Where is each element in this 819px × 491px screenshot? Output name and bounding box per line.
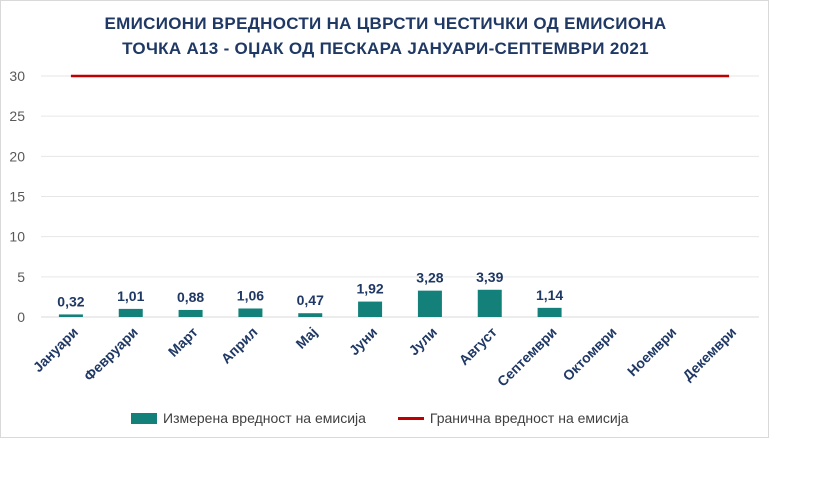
y-tick-label: 25: [9, 108, 25, 124]
y-tick-label: 20: [9, 148, 25, 164]
x-tick-label: Декември: [679, 324, 739, 384]
data-label: 1,01: [117, 288, 144, 304]
x-tick-label: Март: [165, 324, 201, 360]
legend: Измерена вредност на емисија Гранична вр…: [131, 410, 661, 426]
x-tick-label: Септември: [494, 324, 560, 390]
x-tick-label: Октомври: [559, 324, 619, 384]
bar: [537, 307, 562, 317]
x-tick-label: Јануари: [30, 324, 81, 375]
legend-label-measured: Измерена вредност на емисија: [163, 410, 366, 426]
x-axis: Јануари Февруари Март Април Мај Јуни Јули Авгус…: [30, 324, 739, 390]
legend-item-limit: Гранична вредност на емисија: [397, 410, 629, 426]
data-label: 3,39: [476, 269, 503, 285]
chart-title-line-1: ЕМИСИОНИ ВРЕДНОСТИ НА ЦВРСТИ ЧЕСТИЧКИ ОД…: [104, 14, 667, 33]
bar: [477, 289, 502, 317]
chart-title: ЕМИСИОНИ ВРЕДНОСТИ НА ЦВРСТИ ЧЕСТИЧКИ ОД…: [1, 11, 770, 61]
bar: [238, 308, 263, 317]
y-tick-label: 15: [9, 189, 25, 205]
x-tick-label: Јуни: [346, 324, 380, 358]
x-tick-label: Мај: [292, 324, 320, 352]
data-labels: 0,32 1,01 0,88 1,06 0,47 1,92 3,28 3,39 1,14: [57, 269, 563, 310]
bar: [417, 290, 442, 317]
y-tick-label: 30: [9, 68, 25, 84]
legend-swatch-bar: [131, 412, 157, 424]
plot-area: 0 5 10 15 20 25 30 0,32 1,01 0,88 1,06 0,47 1,92 3,2…: [9, 68, 759, 390]
data-label: 0,47: [297, 292, 324, 308]
bar: [178, 309, 203, 317]
gridlines: [41, 75, 759, 318]
chart-title-line-2: ТОЧКА А13 - ОЏАК ОД ПЕСКАРА ЈАНУАРИ-СЕПТ…: [122, 39, 649, 58]
x-tick-label: Јули: [405, 324, 440, 359]
legend-label-limit: Гранична вредност на емисија: [429, 410, 629, 426]
y-tick-label: 5: [17, 269, 25, 285]
legend-swatch-line: [397, 416, 424, 420]
bar: [58, 314, 83, 317]
chart-area: ЕМИСИОНИ ВРЕДНОСТИ НА ЦВРСТИ ЧЕСТИЧКИ ОД…: [0, 0, 769, 438]
legend-item-measured: Измерена вредност на емисија: [131, 410, 366, 426]
x-tick-label: Април: [218, 324, 261, 367]
bar-series: [58, 289, 562, 317]
data-label: 1,92: [356, 281, 383, 297]
data-label: 3,28: [416, 270, 443, 286]
bar: [118, 308, 143, 317]
bar: [298, 313, 323, 317]
x-tick-label: Ноември: [624, 324, 679, 379]
data-label: 0,88: [177, 289, 204, 305]
y-tick-label: 0: [17, 309, 25, 325]
data-label: 1,06: [237, 287, 264, 303]
x-tick-label: Август: [456, 324, 500, 368]
data-label: 1,14: [536, 287, 563, 303]
bar: [358, 301, 383, 317]
data-label: 0,32: [57, 293, 84, 309]
y-tick-label: 10: [9, 229, 25, 245]
y-axis: 0 5 10 15 20 25 30: [9, 68, 25, 325]
x-tick-label: Февруари: [81, 324, 141, 384]
